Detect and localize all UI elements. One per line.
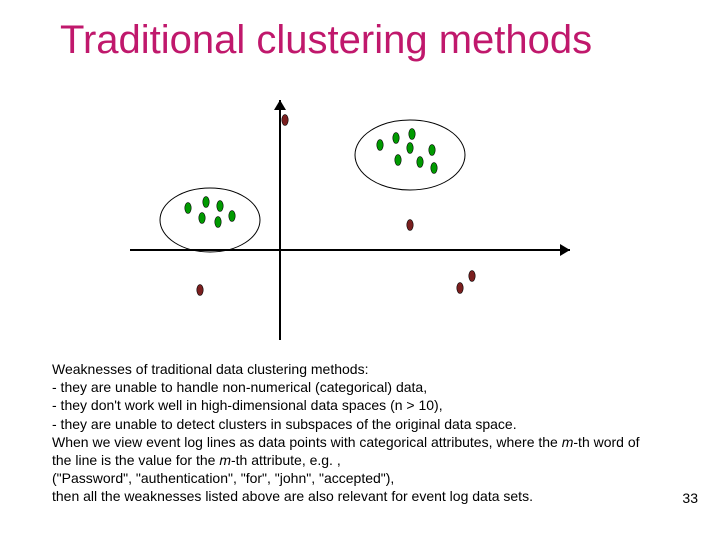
m-italic-1: m — [562, 434, 574, 450]
bullet-1: - they are unable to handle non-numerica… — [52, 378, 662, 396]
weaknesses-intro: Weaknesses of traditional data clusterin… — [52, 360, 662, 378]
tail-pre: When we view event log lines as data poi… — [52, 434, 562, 450]
tail-end: then all the weaknesses listed above are… — [52, 487, 662, 505]
m-italic-2: m — [219, 452, 231, 468]
slide: Traditional clustering methods Weaknesse… — [0, 0, 720, 540]
tail-mid2: -th attribute, e.g. , — [231, 452, 341, 468]
bullet-3: - they are unable to detect clusters in … — [52, 415, 662, 433]
tail-line-1: When we view event log lines as data poi… — [52, 433, 662, 469]
scatter-diagram — [110, 90, 590, 340]
slide-title: Traditional clustering methods — [60, 18, 680, 62]
bullet-2: - they don't work well in high-dimension… — [52, 396, 662, 414]
quoted-line: ("Password", "authentication", "for", "j… — [52, 469, 662, 487]
body-text: Weaknesses of traditional data clusterin… — [52, 360, 662, 506]
page-number: 33 — [682, 490, 698, 506]
